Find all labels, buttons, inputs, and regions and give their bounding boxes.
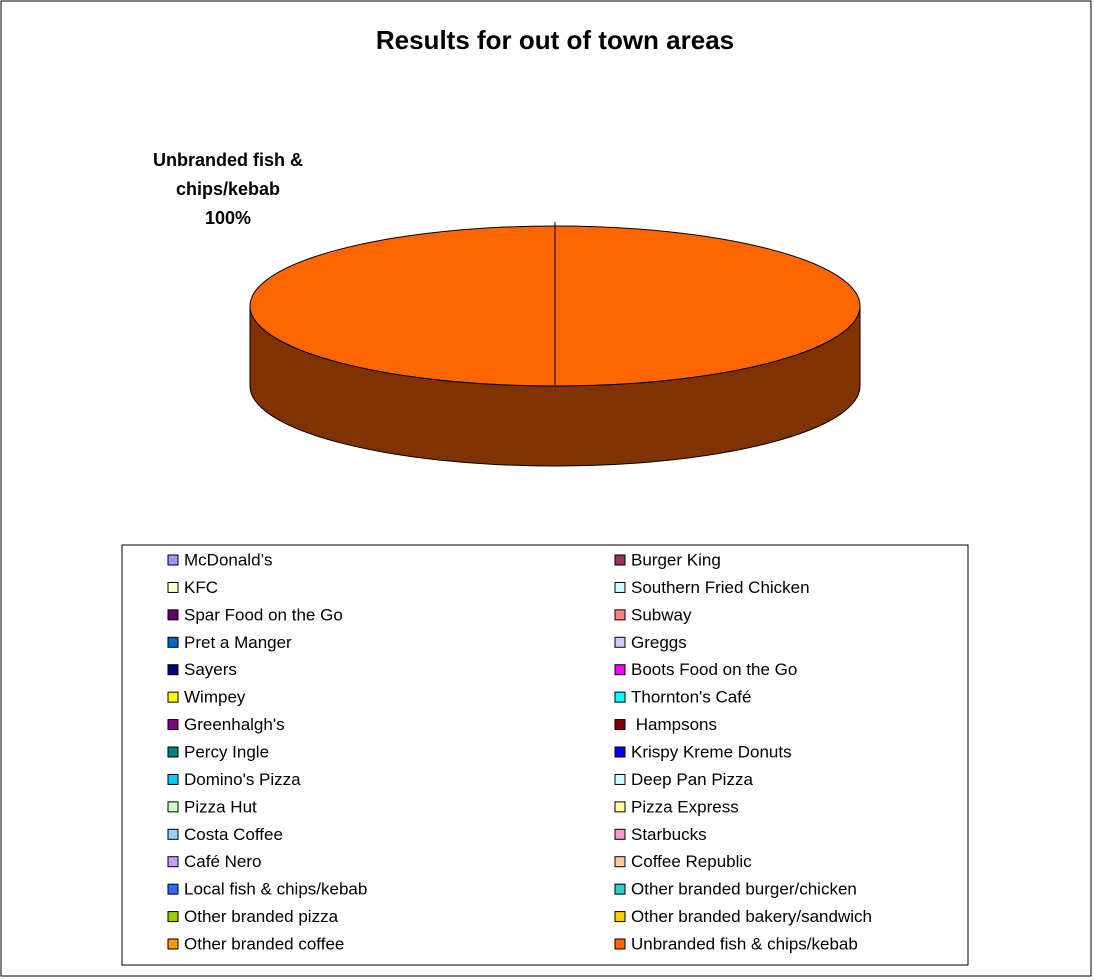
legend-label: Coffee Republic (631, 852, 752, 871)
legend-swatch (614, 581, 626, 593)
legend-label: McDonald’s (184, 550, 273, 569)
legend-label: Other branded bakery/sandwich (631, 907, 872, 926)
legend-box (121, 544, 969, 966)
legend-label: Wimpey (184, 688, 246, 707)
legend-label: Burger King (631, 550, 721, 569)
legend-label: Unbranded fish & chips/kebab (631, 934, 858, 953)
legend-swatch (614, 554, 626, 566)
legend-label: Local fish & chips/kebab (184, 880, 367, 899)
legend-label: Domino's Pizza (184, 770, 301, 789)
legend-label: Hampsons (631, 715, 717, 734)
legend-label: Other branded burger/chicken (631, 880, 857, 899)
data-label-value: 100% (204, 208, 252, 228)
legend-label: Starbucks (631, 825, 707, 844)
legend-swatch (614, 938, 626, 950)
legend-swatch (614, 773, 626, 785)
legend-label: Pizza Hut (184, 797, 257, 816)
legend-swatch (167, 856, 179, 868)
legend-swatch (167, 691, 179, 703)
legend-swatch (614, 636, 626, 648)
legend-label: Costa Coffee (184, 825, 283, 844)
legend-label: Spar Food on the Go (184, 605, 343, 624)
legend-label: Deep Pan Pizza (631, 770, 753, 789)
legend-swatch (614, 911, 626, 923)
legend-label: Thornton's Café (631, 688, 751, 707)
legend-label: Other branded pizza (184, 907, 339, 926)
legend-label: Pizza Express (631, 797, 739, 816)
data-label: Unbranded fish & chips/kebab 100% (118, 146, 338, 233)
legend-swatch (167, 773, 179, 785)
data-label-name: Unbranded fish & chips/kebab (152, 150, 303, 199)
legend-swatch (614, 828, 626, 840)
legend-label: Café Nero (184, 852, 261, 871)
legend-label: Southern Fried Chicken (631, 578, 810, 597)
chart-title: Results for out of town areas (376, 25, 734, 55)
legend-swatch (167, 581, 179, 593)
legend-swatch (614, 691, 626, 703)
legend-swatch (167, 719, 179, 731)
legend-swatch (167, 801, 179, 813)
legend-swatch (167, 883, 179, 895)
legend-label: Subway (631, 605, 692, 624)
legend-label: Krispy Kreme Donuts (631, 742, 792, 761)
legend-label: Boots Food on the Go (631, 660, 797, 679)
legend-label: Percy Ingle (184, 742, 269, 761)
legend-swatch (614, 856, 626, 868)
legend-swatch (167, 938, 179, 950)
legend-swatch (167, 554, 179, 566)
legend-label: Sayers (184, 660, 237, 679)
legend-swatch (614, 746, 626, 758)
legend-swatch (167, 746, 179, 758)
legend-swatch (167, 828, 179, 840)
legend-swatch (167, 664, 179, 676)
legend-swatch (614, 664, 626, 676)
legend-swatch (167, 609, 179, 621)
legend-label: Other branded coffee (184, 934, 344, 953)
legend-label: Greenhalgh's (184, 715, 285, 734)
legend-swatch (614, 883, 626, 895)
legend-swatch (167, 636, 179, 648)
legend-swatch (167, 911, 179, 923)
legend-swatch (614, 719, 626, 731)
legend-label: KFC (184, 578, 218, 597)
legend-label: Pret a Manger (184, 633, 292, 652)
legend-label: Greggs (631, 633, 687, 652)
legend-swatch (614, 801, 626, 813)
legend-swatch (614, 609, 626, 621)
